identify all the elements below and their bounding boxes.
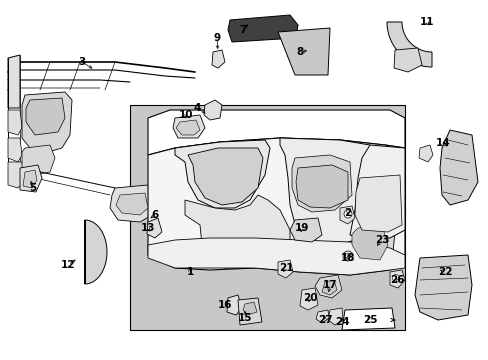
- Text: 14: 14: [435, 138, 449, 148]
- Text: 4: 4: [193, 103, 200, 113]
- Polygon shape: [280, 138, 379, 248]
- Polygon shape: [389, 270, 404, 288]
- Polygon shape: [23, 170, 37, 188]
- Polygon shape: [8, 55, 20, 108]
- Polygon shape: [354, 175, 401, 232]
- Polygon shape: [173, 115, 204, 138]
- Text: 25: 25: [362, 315, 376, 325]
- Text: 18: 18: [340, 253, 354, 263]
- Circle shape: [342, 251, 352, 261]
- Polygon shape: [85, 220, 107, 284]
- Text: 13: 13: [141, 223, 155, 233]
- Polygon shape: [184, 195, 289, 268]
- Polygon shape: [278, 28, 329, 75]
- Text: 24: 24: [334, 317, 348, 327]
- Polygon shape: [321, 280, 336, 295]
- Text: 22: 22: [437, 267, 451, 277]
- Polygon shape: [349, 145, 404, 240]
- Text: 2: 2: [344, 208, 351, 218]
- Text: 12: 12: [61, 260, 75, 270]
- Polygon shape: [227, 15, 297, 42]
- Polygon shape: [26, 98, 65, 135]
- Text: 1: 1: [186, 267, 193, 277]
- Text: 5: 5: [29, 183, 37, 193]
- Polygon shape: [278, 260, 292, 278]
- Polygon shape: [116, 193, 148, 215]
- Polygon shape: [20, 165, 42, 192]
- Polygon shape: [148, 110, 404, 155]
- Polygon shape: [8, 162, 24, 188]
- Polygon shape: [238, 298, 262, 325]
- Text: 15: 15: [237, 313, 252, 323]
- Text: 23: 23: [374, 235, 388, 245]
- Polygon shape: [148, 238, 404, 275]
- Text: 8: 8: [296, 47, 303, 57]
- Polygon shape: [148, 138, 404, 275]
- Text: 19: 19: [294, 223, 308, 233]
- Polygon shape: [386, 22, 431, 67]
- Circle shape: [345, 253, 350, 258]
- Polygon shape: [418, 145, 432, 162]
- Text: 20: 20: [302, 293, 317, 303]
- Polygon shape: [203, 100, 222, 120]
- Polygon shape: [8, 138, 22, 162]
- Text: 27: 27: [317, 315, 332, 325]
- Polygon shape: [339, 206, 354, 224]
- Polygon shape: [414, 255, 471, 320]
- Polygon shape: [22, 145, 55, 175]
- Polygon shape: [147, 218, 162, 238]
- Text: 26: 26: [389, 275, 404, 285]
- Polygon shape: [347, 218, 394, 268]
- Polygon shape: [351, 225, 387, 260]
- Polygon shape: [439, 130, 477, 205]
- Polygon shape: [175, 140, 269, 208]
- Polygon shape: [393, 48, 421, 72]
- Polygon shape: [212, 50, 224, 68]
- Polygon shape: [187, 148, 263, 205]
- Polygon shape: [22, 92, 72, 152]
- Polygon shape: [341, 308, 394, 330]
- Text: 9: 9: [213, 33, 220, 43]
- Polygon shape: [243, 302, 257, 315]
- Polygon shape: [327, 308, 342, 325]
- Polygon shape: [8, 110, 22, 135]
- Polygon shape: [289, 218, 321, 242]
- Circle shape: [343, 210, 351, 218]
- Text: 3: 3: [78, 57, 85, 67]
- Polygon shape: [299, 288, 317, 310]
- Polygon shape: [110, 185, 155, 222]
- Text: 6: 6: [151, 210, 158, 220]
- Text: 10: 10: [179, 110, 193, 120]
- Polygon shape: [130, 105, 404, 330]
- Text: 17: 17: [322, 280, 337, 290]
- Polygon shape: [226, 295, 242, 315]
- Polygon shape: [314, 275, 341, 298]
- Text: 11: 11: [419, 17, 433, 27]
- Polygon shape: [176, 120, 200, 135]
- Circle shape: [392, 274, 399, 282]
- Polygon shape: [295, 165, 347, 208]
- Polygon shape: [291, 155, 351, 212]
- Text: 21: 21: [278, 263, 293, 273]
- Polygon shape: [315, 310, 328, 323]
- Text: 16: 16: [217, 300, 232, 310]
- Text: 7: 7: [239, 25, 246, 35]
